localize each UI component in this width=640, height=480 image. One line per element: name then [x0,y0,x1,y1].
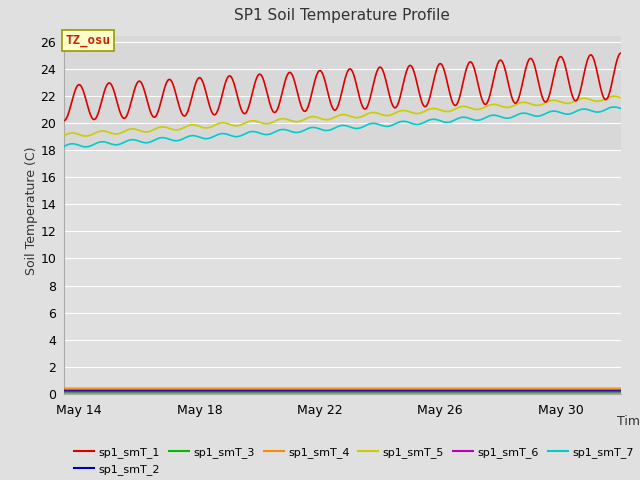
sp1_smT_3 [574,390,582,396]
sp1_smT_2 [574,387,582,393]
sp1_smT_2 [617,387,625,393]
sp1_smT_5 [60,132,68,138]
sp1_smT_3 [435,390,443,396]
sp1_smT_1 [435,61,443,67]
sp1_smT_4 [574,385,582,391]
sp1_smT_2 [60,387,68,393]
sp1_smT_4 [458,385,466,391]
sp1_smT_1 [574,96,582,101]
sp1_smT_7 [82,144,90,150]
Text: TZ_osu: TZ_osu [65,34,111,47]
sp1_smT_6 [601,389,609,395]
sp1_smT_1 [601,96,609,102]
sp1_smT_1 [286,70,294,75]
sp1_smT_5 [129,126,137,132]
sp1_smT_4 [129,385,136,391]
sp1_smT_4 [617,385,625,391]
Line: sp1_smT_7: sp1_smT_7 [64,107,621,147]
sp1_smT_3 [458,390,466,396]
sp1_smT_2 [601,387,609,393]
sp1_smT_7 [129,137,137,143]
sp1_smT_6 [60,389,68,395]
sp1_smT_2 [435,387,443,393]
Line: sp1_smT_5: sp1_smT_5 [64,96,621,136]
sp1_smT_5 [601,96,609,102]
sp1_smT_7 [601,107,609,113]
sp1_smT_1 [129,93,136,99]
sp1_smT_5 [82,133,90,139]
Line: sp1_smT_1: sp1_smT_1 [64,53,621,120]
sp1_smT_4 [60,385,68,391]
sp1_smT_2 [286,387,294,393]
sp1_smT_6 [617,389,625,395]
sp1_smT_7 [459,114,467,120]
sp1_smT_5 [459,104,467,109]
sp1_smT_6 [435,389,443,395]
sp1_smT_3 [286,390,294,396]
Title: SP1 Soil Temperature Profile: SP1 Soil Temperature Profile [234,9,451,24]
sp1_smT_5 [610,93,618,99]
sp1_smT_7 [435,118,443,123]
sp1_smT_1 [60,118,68,123]
sp1_smT_5 [435,107,443,112]
sp1_smT_1 [617,50,625,56]
sp1_smT_7 [60,144,68,149]
sp1_smT_4 [286,385,294,391]
X-axis label: Time: Time [616,416,640,429]
sp1_smT_3 [601,390,609,396]
sp1_smT_3 [617,390,625,396]
sp1_smT_3 [129,390,136,396]
sp1_smT_4 [601,385,609,391]
sp1_smT_7 [574,108,582,113]
sp1_smT_7 [287,128,294,134]
sp1_smT_5 [287,118,294,123]
Legend: sp1_smT_1, sp1_smT_2, sp1_smT_3, sp1_smT_4, sp1_smT_5, sp1_smT_6, sp1_smT_7: sp1_smT_1, sp1_smT_2, sp1_smT_3, sp1_smT… [70,443,638,479]
sp1_smT_7 [610,104,618,110]
sp1_smT_7 [617,106,625,111]
sp1_smT_3 [60,390,68,396]
sp1_smT_6 [286,389,294,395]
sp1_smT_4 [435,385,443,391]
sp1_smT_1 [458,83,466,88]
sp1_smT_2 [458,387,466,393]
Bar [64,36,621,150]
Y-axis label: Soil Temperature (C): Soil Temperature (C) [25,147,38,276]
sp1_smT_6 [574,389,582,395]
sp1_smT_5 [617,95,625,101]
sp1_smT_2 [129,387,136,393]
sp1_smT_5 [574,97,582,103]
sp1_smT_6 [458,389,466,395]
sp1_smT_6 [129,389,136,395]
